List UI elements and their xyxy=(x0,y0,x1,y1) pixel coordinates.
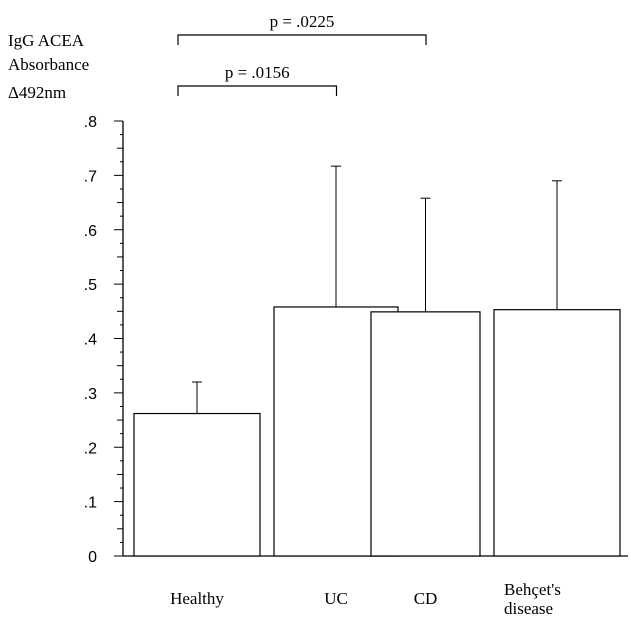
bars xyxy=(133,306,621,557)
y-tick-label: .5 xyxy=(84,277,97,294)
x-tick-label: disease xyxy=(504,599,553,618)
y-tick-label: .2 xyxy=(84,440,97,457)
bar xyxy=(370,311,481,557)
y-axis-label-line: Absorbance xyxy=(8,55,89,74)
y-tick-label: .8 xyxy=(84,114,97,131)
y-axis-label: IgG ACEA Absorbance Δ492nm xyxy=(8,31,89,102)
p-value-label: p = .0225 xyxy=(270,12,335,31)
y-ticks: 0 .1 .2 .3 .4 .5 .6 .7 .8 xyxy=(84,114,123,566)
y-tick-label: 0 xyxy=(88,549,97,566)
x-tick-label: CD xyxy=(414,589,438,608)
significance-bracket xyxy=(177,85,338,96)
y-tick-label: .4 xyxy=(84,332,97,349)
x-tick-label: Behçet's xyxy=(504,580,561,599)
significance-bracket xyxy=(177,34,427,45)
y-tick-label: .7 xyxy=(84,168,97,185)
bar xyxy=(133,412,261,557)
y-axis-label-line: Δ492nm xyxy=(8,83,66,102)
y-tick-label: .3 xyxy=(84,386,97,403)
y-tick-label: .6 xyxy=(84,223,97,240)
x-tick-label: Healthy xyxy=(170,589,224,608)
error-bars xyxy=(192,165,562,414)
y-axis-label-line: IgG ACEA xyxy=(8,31,85,50)
significance-brackets: p = .0225 p = .0156 xyxy=(177,12,427,96)
p-value-label: p = .0156 xyxy=(225,63,290,82)
x-tick-label: UC xyxy=(324,589,348,608)
bar xyxy=(493,309,621,557)
y-tick-label: .1 xyxy=(84,495,97,512)
